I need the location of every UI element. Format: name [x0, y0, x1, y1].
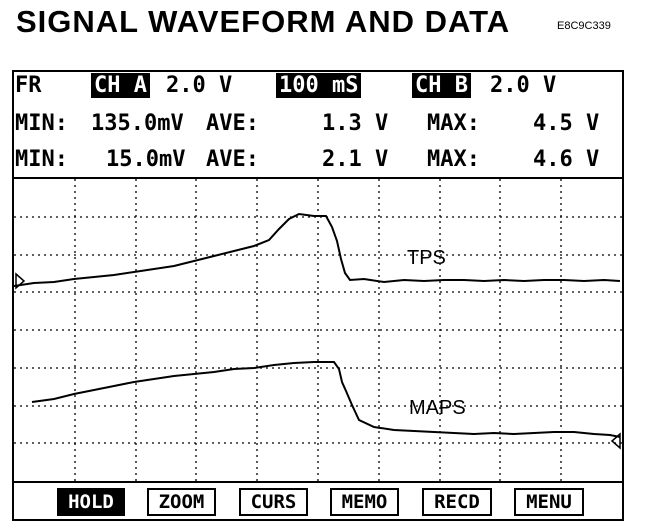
- ave-value: 1.3 V: [322, 111, 389, 136]
- recd-button[interactable]: RECD: [422, 488, 492, 516]
- readout-row-a: MIN: 135.0mV AVE: 1.3 V MAX: 4.5 V: [14, 110, 622, 140]
- channel-a-label[interactable]: CH A: [91, 73, 150, 98]
- channel-a-ground-marker: [15, 272, 26, 290]
- softkey-bar: HOLD ZOOM CURS MEMO RECD MENU: [14, 484, 622, 519]
- max-label: MAX:: [427, 111, 480, 136]
- channel-b-scale: 2.0 V: [490, 73, 557, 98]
- min-label: MIN:: [15, 147, 68, 172]
- channel-b-ground-marker: [610, 432, 621, 450]
- channel-b-label[interactable]: CH B: [412, 73, 471, 98]
- min-value: 15.0mV: [106, 147, 186, 172]
- waveform-svg: TPS MAPS: [14, 179, 622, 481]
- timebase-label[interactable]: 100 mS: [276, 73, 362, 98]
- graticule: [14, 179, 622, 481]
- memo-button[interactable]: MEMO: [330, 488, 399, 516]
- hold-button[interactable]: HOLD: [57, 488, 125, 516]
- menu-button[interactable]: MENU: [514, 488, 584, 516]
- ave-value: 2.1 V: [322, 147, 389, 172]
- page-title: SIGNAL WAVEFORM AND DATA: [16, 4, 511, 39]
- min-label: MIN:: [15, 111, 68, 136]
- maps-label: MAPS: [409, 397, 466, 419]
- zoom-button[interactable]: ZOOM: [147, 488, 216, 516]
- ave-label: AVE:: [206, 111, 259, 136]
- ave-label: AVE:: [206, 147, 259, 172]
- max-value: 4.6 V: [533, 147, 600, 172]
- readout-row-b: MIN: 15.0mV AVE: 2.1 V MAX: 4.6 V: [14, 146, 622, 176]
- mode-indicator: FR: [15, 73, 42, 98]
- curs-button[interactable]: CURS: [239, 488, 308, 516]
- tps-trace: [14, 212, 621, 287]
- tps-label: TPS: [407, 247, 446, 269]
- max-value: 4.5 V: [533, 111, 600, 136]
- max-label: MAX:: [427, 147, 480, 172]
- channel-a-scale: 2.0 V: [166, 73, 233, 98]
- maps-trace: [31, 361, 621, 438]
- min-value: 135.0mV: [91, 111, 184, 136]
- figure-code: E8C9C339: [557, 20, 611, 32]
- channel-settings-row: FR CH A 2.0 V 100 mS CH B 2.0 V: [14, 72, 622, 102]
- oscilloscope-screen: FR CH A 2.0 V 100 mS CH B 2.0 V MIN: 135…: [12, 70, 624, 521]
- waveform-display: TPS MAPS: [14, 177, 622, 483]
